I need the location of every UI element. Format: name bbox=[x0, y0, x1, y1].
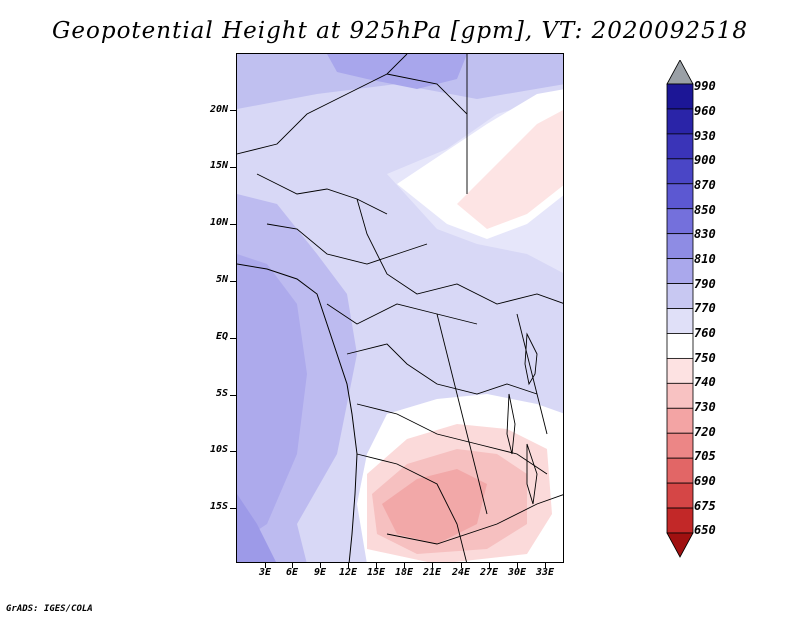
colorbar-segment bbox=[666, 108, 694, 135]
colorbar-segment bbox=[666, 432, 694, 459]
colorbar-segment bbox=[666, 407, 694, 434]
colorbar-label: 810 bbox=[694, 252, 716, 266]
colorbar-segment bbox=[666, 233, 694, 260]
lat-tick-mark bbox=[230, 167, 236, 168]
lon-tick-mark bbox=[432, 563, 433, 568]
colorbar-segment bbox=[666, 457, 694, 484]
colorbar-segment bbox=[666, 357, 694, 384]
lake-tanganyika bbox=[506, 393, 516, 455]
lat-tick-label: 10N bbox=[209, 217, 228, 228]
colorbar-label: 650 bbox=[694, 523, 716, 537]
lon-tick-mark bbox=[545, 563, 546, 568]
colorbar-label: 960 bbox=[694, 104, 716, 118]
colorbar-label: 830 bbox=[694, 227, 716, 241]
lon-tick-mark bbox=[376, 563, 377, 568]
colorbar-segment bbox=[666, 158, 694, 185]
lat-tick-label: 5N bbox=[215, 274, 228, 285]
field-850-sw bbox=[237, 494, 276, 562]
lon-tick-mark bbox=[517, 563, 518, 568]
colorbar-bottom-triangle bbox=[666, 532, 694, 558]
lat-tick-label: 20N bbox=[209, 104, 228, 115]
colorbar-segment bbox=[666, 133, 694, 160]
colorbar-label: 850 bbox=[694, 203, 716, 217]
lon-tick-label: 24E bbox=[451, 567, 471, 578]
lon-tick-mark bbox=[461, 563, 462, 568]
lon-tick-mark bbox=[404, 563, 405, 568]
grads-credit: GrADS: IGES/COLA bbox=[6, 604, 93, 614]
lon-tick-mark bbox=[292, 563, 293, 568]
lat-tick-mark bbox=[230, 338, 236, 339]
lat-tick-mark bbox=[230, 281, 236, 282]
colorbar-label: 720 bbox=[694, 425, 716, 439]
coastline bbox=[237, 263, 358, 562]
colorbar-label: 705 bbox=[694, 449, 716, 463]
colorbar-label: 990 bbox=[694, 79, 716, 93]
lat-tick-mark bbox=[230, 110, 236, 111]
lon-tick-label: 15E bbox=[366, 567, 386, 578]
lon-tick-label: 3E bbox=[258, 567, 272, 578]
colorbar-segment bbox=[666, 308, 694, 334]
chart-title: Geopotential Height at 925hPa [gpm], VT:… bbox=[52, 18, 748, 44]
lat-tick-mark bbox=[230, 224, 236, 225]
colorbar-segment bbox=[666, 333, 694, 359]
lon-tick-label: 33E bbox=[535, 567, 555, 578]
colorbar bbox=[666, 60, 694, 558]
lat-tick-label: 15N bbox=[209, 160, 228, 171]
country-borders bbox=[237, 54, 563, 562]
map-panel bbox=[236, 53, 564, 563]
lat-tick-mark bbox=[230, 395, 236, 396]
colorbar-label: 690 bbox=[694, 474, 716, 488]
colorbar-label: 790 bbox=[694, 277, 716, 291]
lon-tick-label: 18E bbox=[394, 567, 414, 578]
field-750-ne bbox=[457, 110, 563, 229]
colorbar-segment bbox=[666, 283, 694, 309]
colorbar-segment bbox=[666, 382, 694, 409]
lat-tick-mark bbox=[230, 508, 236, 509]
lon-tick-mark bbox=[489, 563, 490, 568]
lon-tick-mark bbox=[320, 563, 321, 568]
colorbar-label: 750 bbox=[694, 351, 716, 365]
colorbar-label: 730 bbox=[694, 400, 716, 414]
colorbar-top-triangle bbox=[666, 60, 694, 85]
lake-victoria bbox=[524, 332, 538, 386]
lat-tick-label: 10S bbox=[209, 444, 228, 455]
lake-malawi bbox=[526, 443, 538, 505]
colorbar-segment bbox=[666, 208, 694, 235]
lon-tick-mark bbox=[265, 563, 266, 568]
lon-tick-label: 12E bbox=[338, 567, 358, 578]
colorbar-label: 675 bbox=[694, 499, 716, 513]
lon-tick-label: 30E bbox=[507, 567, 527, 578]
colorbar-label: 930 bbox=[694, 129, 716, 143]
lat-tick-label: 15S bbox=[209, 501, 228, 512]
lat-tick-label: 5S bbox=[215, 388, 228, 399]
colorbar-segment bbox=[666, 83, 694, 110]
lon-tick-mark bbox=[348, 563, 349, 568]
colorbar-label: 770 bbox=[694, 301, 716, 315]
colorbar-segment bbox=[666, 183, 694, 210]
lat-tick-mark bbox=[230, 451, 236, 452]
field-830-north bbox=[327, 54, 467, 89]
colorbar-segment bbox=[666, 258, 694, 284]
colorbar-segment bbox=[666, 482, 694, 509]
lon-tick-label: 27E bbox=[479, 567, 499, 578]
height-field-map bbox=[237, 54, 563, 562]
colorbar-label: 760 bbox=[694, 326, 716, 340]
lat-tick-label: EQ bbox=[215, 331, 228, 342]
colorbar-label: 900 bbox=[694, 153, 716, 167]
colorbar-label: 870 bbox=[694, 178, 716, 192]
colorbar-segment bbox=[666, 507, 694, 534]
colorbar-label: 740 bbox=[694, 375, 716, 389]
lon-tick-label: 6E bbox=[285, 567, 299, 578]
lon-tick-label: 9E bbox=[313, 567, 327, 578]
lon-tick-label: 21E bbox=[422, 567, 442, 578]
field-830-west bbox=[237, 254, 307, 544]
field-730-south bbox=[382, 469, 487, 544]
